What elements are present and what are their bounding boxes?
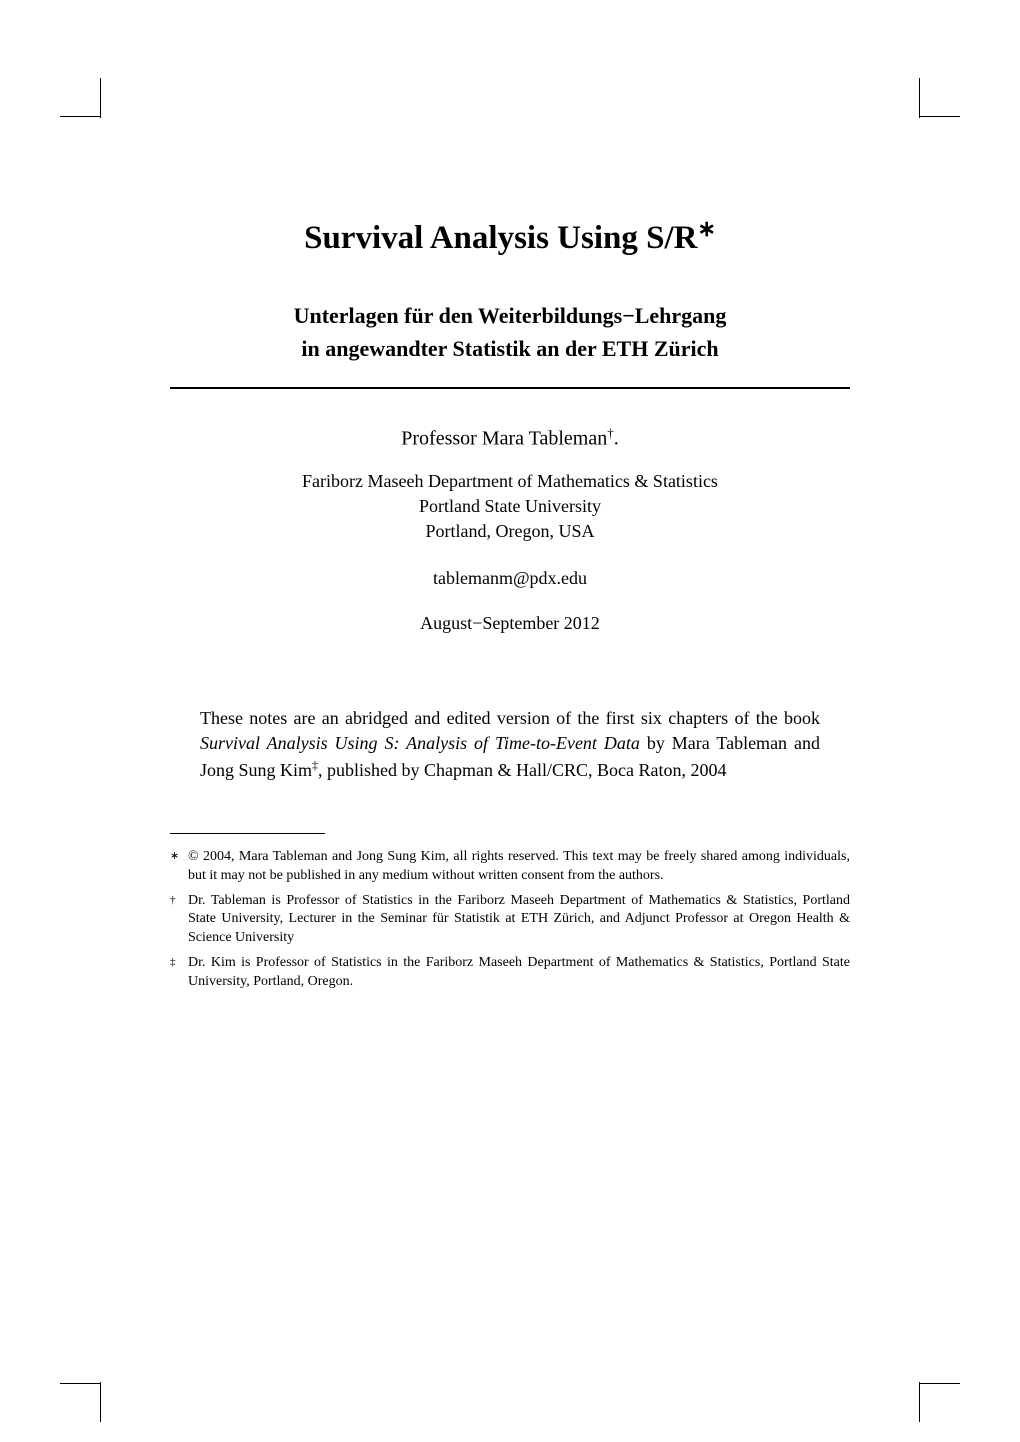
abstract-paragraph: These notes are an abridged and edited v…: [170, 706, 850, 783]
crop-mark: [919, 78, 920, 118]
horizontal-rule: [170, 387, 850, 389]
footnote-text: © 2004, Mara Tableman and Jong Sung Kim,…: [188, 848, 850, 886]
footnote: † Dr. Tableman is Professor of Statistic…: [170, 892, 850, 949]
footnote-rule: [170, 833, 325, 834]
date-text: August−September 2012: [420, 613, 600, 633]
crop-mark: [919, 1382, 920, 1422]
footnotes-block: ∗ © 2004, Mara Tableman and Jong Sung Ki…: [170, 848, 850, 992]
footnote-mark: ∗: [170, 848, 188, 886]
subtitle-line2: in angewandter Statistik an der ETH Züri…: [301, 336, 718, 361]
footnote: ∗ © 2004, Mara Tableman and Jong Sung Ki…: [170, 848, 850, 886]
crop-mark: [60, 1383, 100, 1384]
affiliation-line2: Portland State University: [419, 496, 601, 516]
email-line: tablemanm@pdx.edu: [170, 568, 850, 589]
footnote-text: Dr. Tableman is Professor of Statistics …: [188, 892, 850, 949]
title-text: Survival Analysis Using S/R: [304, 220, 697, 256]
affiliation-block: Fariborz Maseeh Department of Mathematic…: [170, 469, 850, 545]
crop-mark: [920, 116, 960, 117]
affiliation-line1: Fariborz Maseeh Department of Mathematic…: [302, 471, 718, 491]
date-line: August−September 2012: [170, 613, 850, 634]
email-text: tablemanm@pdx.edu: [433, 568, 587, 588]
crop-mark: [100, 1382, 101, 1422]
author-name: Professor Mara Tableman: [401, 428, 607, 450]
crop-mark: [920, 1383, 960, 1384]
footnote: ‡ Dr. Kim is Professor of Statistics in …: [170, 954, 850, 992]
subtitle-line1: Unterlagen für den Weiterbildungs−Lehrga…: [294, 303, 727, 328]
footnote-mark: ‡: [170, 954, 188, 992]
page-content: Survival Analysis Using S/R∗ Unterlagen …: [100, 116, 920, 1384]
author-line: Professor Mara Tableman†.: [170, 425, 850, 451]
document-subtitle: Unterlagen für den Weiterbildungs−Lehrga…: [170, 299, 850, 365]
footnote-mark: †: [170, 892, 188, 949]
title-footnote-mark: ∗: [697, 216, 715, 241]
crop-mark: [100, 78, 101, 118]
crop-mark: [60, 116, 100, 117]
abstract-part1: These notes are an abridged and edited v…: [200, 708, 820, 728]
footnote-text: Dr. Kim is Professor of Statistics in th…: [188, 954, 850, 992]
document-title: Survival Analysis Using S/R∗: [170, 216, 850, 257]
author-suffix: .: [614, 428, 619, 450]
affiliation-line3: Portland, Oregon, USA: [426, 521, 595, 541]
abstract-italic: Survival Analysis Using S: Analysis of T…: [200, 733, 640, 753]
abstract-part3: , published by Chapman & Hall/CRC, Boca …: [318, 760, 726, 780]
